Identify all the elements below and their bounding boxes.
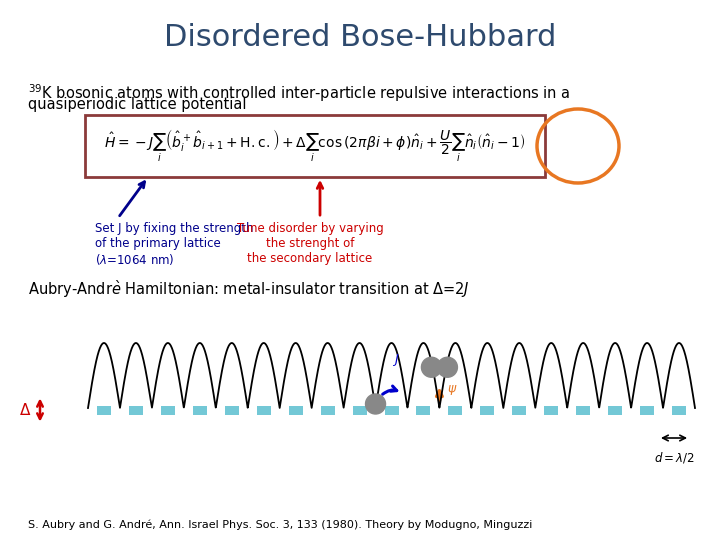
Bar <box>257 406 271 415</box>
Text: Aubry-Andr$\grave{e}$ Hamiltonian: metal-insulator transition at $\Delta$=2$J$: Aubry-Andr$\grave{e}$ Hamiltonian: metal… <box>28 278 470 300</box>
Bar <box>97 406 111 415</box>
Bar <box>672 406 686 415</box>
Text: $^{39}$K bosonic atoms with controlled inter-particle repulsive interactions in : $^{39}$K bosonic atoms with controlled i… <box>28 82 570 104</box>
Bar <box>129 406 143 415</box>
Bar <box>608 406 622 415</box>
Text: $\Delta$: $\Delta$ <box>19 402 31 418</box>
Bar <box>416 406 431 415</box>
Circle shape <box>438 357 457 377</box>
Bar <box>320 406 335 415</box>
Text: $J$: $J$ <box>392 352 400 368</box>
Bar <box>480 406 495 415</box>
Bar <box>544 406 558 415</box>
Text: S. Aubry and G. André, Ann. Israel Phys. Soc. 3, 133 (1980). Theory by Modugno, : S. Aubry and G. André, Ann. Israel Phys.… <box>28 519 532 530</box>
Bar <box>353 406 366 415</box>
Bar <box>225 406 239 415</box>
Text: quasiperiodic lattice potential: quasiperiodic lattice potential <box>28 97 246 112</box>
Text: $d=\lambda/2$: $d=\lambda/2$ <box>654 450 694 465</box>
Circle shape <box>366 394 385 414</box>
Text: Set J by fixing the strength
of the primary lattice
($\lambda$=1064 nm): Set J by fixing the strength of the prim… <box>95 222 253 267</box>
Bar <box>449 406 462 415</box>
Text: $\psi$: $\psi$ <box>447 383 458 397</box>
Text: Tune disorder by varying
the strenght of
the secondary lattice: Tune disorder by varying the strenght of… <box>237 222 383 265</box>
Bar <box>289 406 302 415</box>
Bar <box>193 406 207 415</box>
Bar <box>161 406 175 415</box>
Bar <box>513 406 526 415</box>
Bar <box>384 406 398 415</box>
Bar <box>85 115 545 177</box>
Text: Disordered Bose-Hubbard: Disordered Bose-Hubbard <box>164 24 556 52</box>
Bar <box>576 406 590 415</box>
Bar <box>640 406 654 415</box>
Text: $\hat{H}=-J\sum_i\left(\hat{b}_i^+\hat{b}_{i+1}+\mathrm{H.c.}\right)+\Delta\sum_: $\hat{H}=-J\sum_i\left(\hat{b}_i^+\hat{b… <box>104 128 526 164</box>
Circle shape <box>421 357 441 377</box>
